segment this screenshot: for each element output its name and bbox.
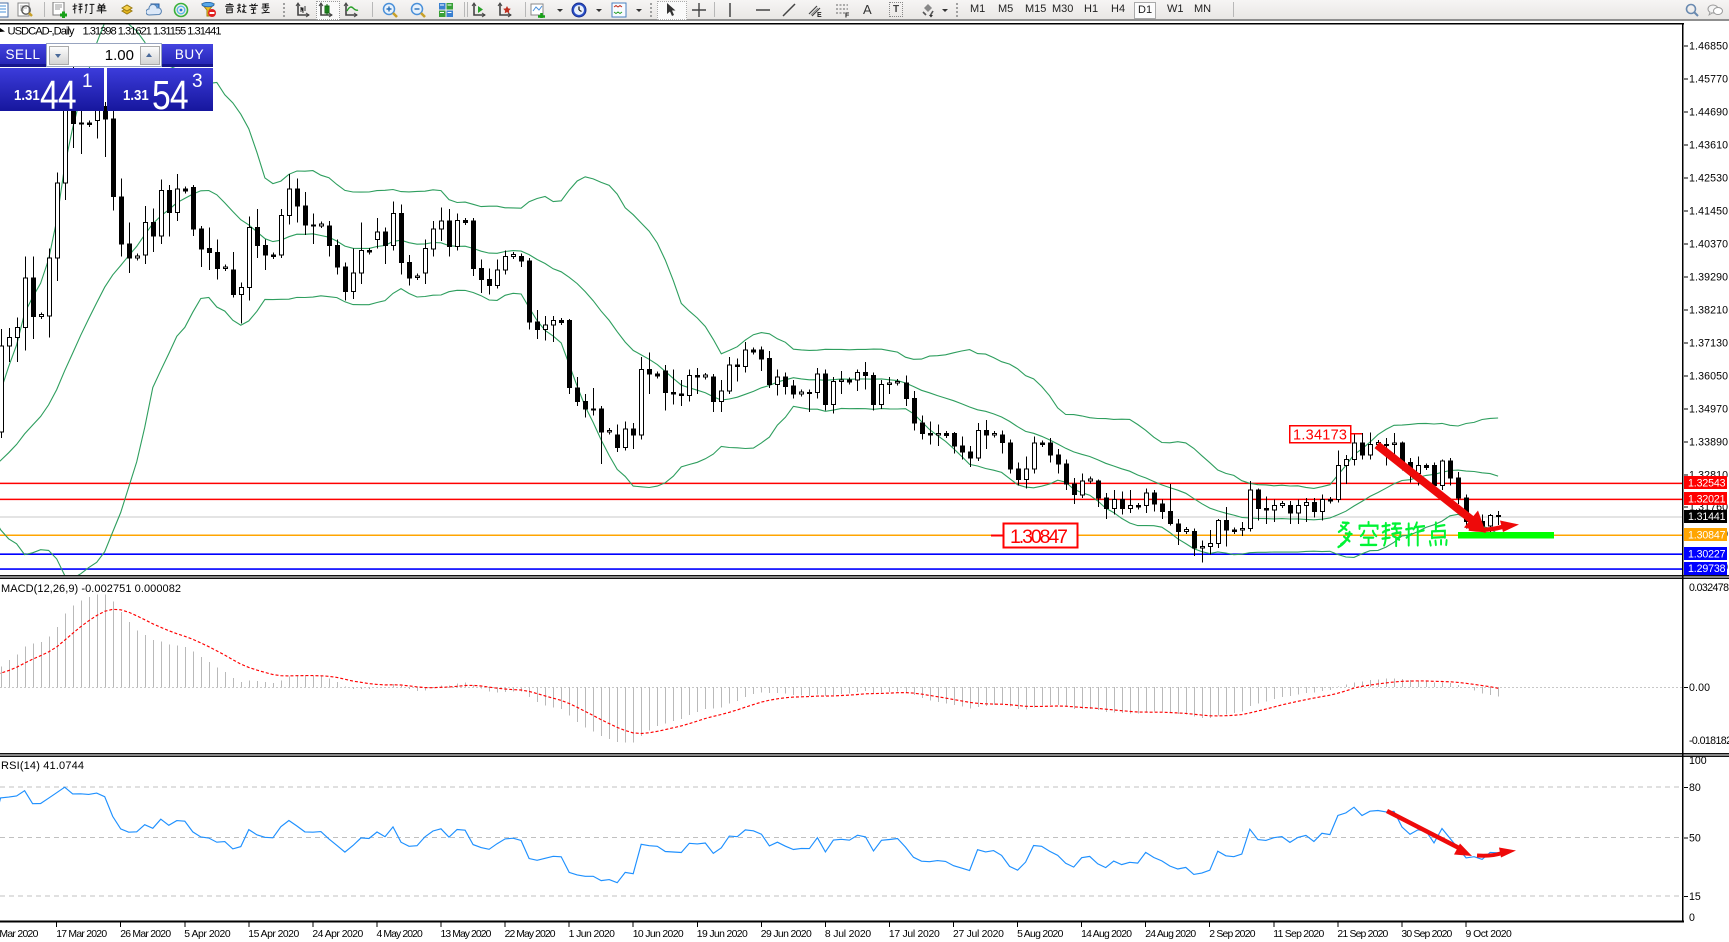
svg-text:0.00: 0.00 — [1689, 682, 1710, 694]
svg-text:1.30847: 1.30847 — [1010, 526, 1068, 548]
svg-text:F: F — [845, 13, 850, 19]
svg-text:22 May 2020: 22 May 2020 — [505, 929, 556, 940]
svg-text:MACD(12,26,9) -0.002751 0.0000: MACD(12,26,9) -0.002751 0.000082 — [1, 583, 181, 595]
svg-text:0.032478: 0.032478 — [1689, 582, 1729, 594]
svg-text:1.32021: 1.32021 — [1688, 494, 1726, 506]
svg-text:30 Sep 2020: 30 Sep 2020 — [1401, 929, 1452, 940]
svg-text:8 Mar 2020: 8 Mar 2020 — [0, 929, 39, 940]
svg-text:17 Mar 2020: 17 Mar 2020 — [56, 929, 107, 940]
svg-text:1.44690: 1.44690 — [1689, 107, 1728, 119]
svg-text:9 Oct 2020: 9 Oct 2020 — [1466, 929, 1513, 940]
svg-text:-0.018182: -0.018182 — [1689, 735, 1729, 747]
svg-text:100: 100 — [1689, 755, 1707, 767]
svg-text:1.43610: 1.43610 — [1689, 140, 1728, 152]
svg-text:1.39290: 1.39290 — [1689, 272, 1728, 284]
svg-text:4 May 2020: 4 May 2020 — [377, 929, 424, 940]
svg-text:26 Mar 2020: 26 Mar 2020 — [120, 929, 171, 940]
svg-text:15: 15 — [1689, 891, 1701, 903]
svg-text:2 Sep 2020: 2 Sep 2020 — [1209, 929, 1256, 940]
svg-text:13 May 2020: 13 May 2020 — [441, 929, 492, 940]
svg-text:1.41450: 1.41450 — [1689, 206, 1728, 218]
svg-text:10 Jun 2020: 10 Jun 2020 — [633, 929, 684, 940]
svg-text:1.34970: 1.34970 — [1689, 404, 1728, 416]
svg-text:1.46850: 1.46850 — [1689, 41, 1728, 53]
svg-text:1.32543: 1.32543 — [1688, 478, 1726, 490]
svg-text:5 Aug 2020: 5 Aug 2020 — [1017, 929, 1064, 940]
svg-text:1.30227: 1.30227 — [1688, 548, 1726, 560]
svg-text:1.31441: 1.31441 — [1688, 511, 1726, 523]
svg-text:1.38210: 1.38210 — [1689, 305, 1728, 317]
svg-text:8 Jul 2020: 8 Jul 2020 — [825, 929, 872, 940]
svg-text:5 Apr 2020: 5 Apr 2020 — [184, 929, 231, 940]
svg-text:17 Jul 2020: 17 Jul 2020 — [889, 929, 940, 940]
svg-text:19 Jun 2020: 19 Jun 2020 — [697, 929, 748, 940]
svg-text:1.31398 1.31621 1.31155 1.3144: 1.31398 1.31621 1.31155 1.31441 — [83, 26, 222, 38]
svg-text:1.45770: 1.45770 — [1689, 74, 1728, 86]
svg-text:1 Jun 2020: 1 Jun 2020 — [569, 929, 616, 940]
svg-text:15 Apr 2020: 15 Apr 2020 — [248, 929, 299, 940]
svg-text:E: E — [817, 12, 822, 18]
svg-text:1.36050: 1.36050 — [1689, 371, 1728, 383]
svg-text:14 Aug 2020: 14 Aug 2020 — [1081, 929, 1132, 940]
svg-text:1.40370: 1.40370 — [1689, 239, 1728, 251]
svg-text:24 Apr 2020: 24 Apr 2020 — [312, 929, 363, 940]
svg-text:29 Jun 2020: 29 Jun 2020 — [761, 929, 812, 940]
svg-text:21 Sep 2020: 21 Sep 2020 — [1337, 929, 1388, 940]
svg-text:1.29738: 1.29738 — [1688, 563, 1726, 575]
svg-text:USDCAD-,Daily: USDCAD-,Daily — [8, 26, 75, 38]
svg-text:27 Jul 2020: 27 Jul 2020 — [953, 929, 1004, 940]
svg-text:1.42530: 1.42530 — [1689, 173, 1728, 185]
svg-text:0: 0 — [1689, 912, 1695, 924]
svg-text:50: 50 — [1689, 832, 1701, 844]
svg-text:1.33890: 1.33890 — [1689, 437, 1728, 449]
svg-text:11 Sep 2020: 11 Sep 2020 — [1273, 929, 1324, 940]
svg-text:80: 80 — [1689, 782, 1701, 794]
svg-text:1.34173: 1.34173 — [1293, 428, 1347, 444]
svg-text:1.30847: 1.30847 — [1688, 529, 1726, 541]
svg-text:1.37130: 1.37130 — [1689, 338, 1728, 350]
svg-text:24 Aug 2020: 24 Aug 2020 — [1145, 929, 1196, 940]
svg-text:RSI(14) 41.0744: RSI(14) 41.0744 — [1, 760, 84, 772]
